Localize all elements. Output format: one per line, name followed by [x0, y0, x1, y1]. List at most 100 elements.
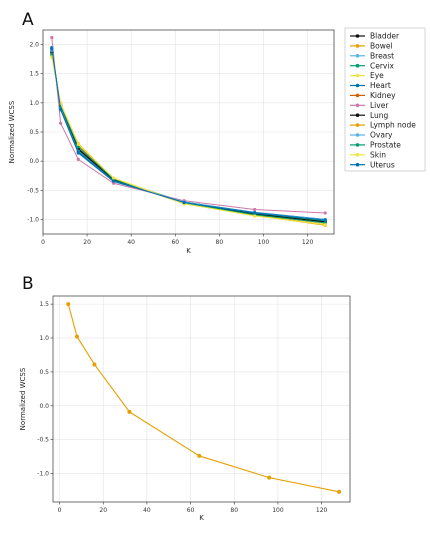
legend-label: Uterus	[370, 160, 395, 169]
a-x-tick-label: 80	[216, 239, 224, 246]
a-series-line-heart	[51, 47, 326, 220]
a-y-tick-label: -0.5	[27, 187, 39, 194]
a-data-point-uterus	[50, 47, 54, 51]
legend-label: Lymph node	[370, 121, 416, 130]
legend-swatch-marker	[355, 44, 360, 48]
legend-swatch-marker	[355, 123, 360, 127]
a-data-point-liver	[111, 181, 116, 185]
a-data-point-liver	[253, 207, 257, 212]
panel-b-plot-frame	[52, 295, 351, 503]
b-series-line-series	[67, 303, 340, 493]
a-series-line-bladder	[51, 50, 326, 223]
a-y-tick-label: 2.0	[29, 42, 39, 49]
panel-a-grid	[42, 30, 334, 234]
panel-b-x-ticks: 0 20 40 60 80 100 120	[58, 502, 328, 514]
legend-swatch-marker	[355, 93, 360, 98]
b-data-point-series	[66, 302, 71, 307]
legend-swatch-marker	[355, 63, 360, 68]
legend-label: Lung	[370, 111, 389, 120]
legend-item-kidney: Kidney	[350, 91, 396, 100]
a-x-tick-label: 20	[83, 239, 91, 246]
b-data-point-series	[267, 475, 272, 480]
a-x-tick-label: 120	[302, 239, 314, 246]
a-x-tick-label: 0	[41, 239, 45, 246]
legend-item-bladder: Bladder	[350, 32, 400, 41]
a-data-point-skin	[323, 223, 327, 227]
panel-b-line-chart: 0 20 40 60 80 100 120 -1.0 -0.5 0.0 0.5 1.0 1.5 K N…	[19, 295, 351, 522]
a-y-tick-label: 0.5	[29, 129, 39, 136]
legend-label: Bowel	[370, 42, 393, 51]
panel-a-letter: A	[22, 10, 34, 30]
legend-label: Eye	[370, 71, 384, 80]
a-y-tick-label: 1.5	[29, 71, 39, 78]
a-y-tick-label: 0.0	[29, 158, 39, 165]
legend-label: Skin	[370, 150, 386, 159]
a-x-tick-label: 100	[258, 239, 270, 246]
panel-b-letter: B	[22, 274, 34, 294]
a-series-line-ovary	[51, 50, 326, 220]
b-y-tick-label: 0.5	[39, 369, 49, 376]
a-data-point-uterus	[253, 211, 257, 215]
b-y-tick-label: 1.5	[39, 301, 49, 308]
a-data-point-uterus	[59, 107, 63, 111]
a-data-point-skin	[76, 142, 80, 146]
b-x-tick-label: 40	[143, 507, 151, 514]
a-x-tick-label: 40	[127, 239, 135, 246]
legend-swatch-marker	[355, 83, 360, 88]
a-series-line-lymph-node	[51, 54, 326, 226]
legend-item-liver: Liver	[350, 101, 389, 110]
b-y-tick-label: 0.0	[39, 403, 49, 410]
a-series-line-skin	[51, 56, 326, 226]
a-series-line-cervix	[51, 49, 326, 222]
panel-a-y-axis-label: Normalized WCSS	[8, 100, 16, 163]
a-data-point-prostate	[76, 144, 80, 149]
panel-b-y-axis-label: Normalized WCSS	[19, 367, 27, 430]
a-x-tick-label: 60	[171, 239, 179, 246]
b-data-point-series	[127, 409, 132, 414]
b-data-point-series	[337, 489, 342, 494]
legend-swatch-marker	[355, 143, 360, 147]
b-y-tick-label: 1.0	[39, 335, 49, 342]
legend-label: Bladder	[370, 32, 400, 41]
panel-a-series	[50, 35, 327, 227]
a-data-point-liver	[50, 35, 54, 40]
legend-label: Kidney	[370, 91, 396, 100]
a-data-point-skin	[253, 214, 257, 218]
a-data-point-uterus	[323, 218, 327, 222]
panel-b-y-ticks: -1.0 -0.5 0.0 0.5 1.0 1.5	[37, 301, 53, 478]
legend-item-lymph-node: Lymph node	[350, 121, 416, 130]
legend-swatch-marker	[355, 153, 360, 157]
b-x-tick-label: 80	[230, 507, 238, 514]
panel-a-legend: BladderBowelBreastCervixEyeHeartKidneyLi…	[344, 27, 426, 172]
legend-item-uterus: Uterus	[350, 160, 395, 169]
panel-a-x-ticks: 0 20 40 60 80 100 120	[41, 234, 313, 246]
a-y-tick-label: -1.0	[27, 216, 39, 223]
legend-item-ovary: Ovary	[350, 131, 393, 140]
b-x-tick-label: 60	[187, 507, 195, 514]
b-x-tick-label: 20	[99, 507, 107, 514]
a-data-point-uterus	[76, 150, 80, 154]
legend-item-eye: Eye	[350, 71, 384, 80]
b-data-point-series	[92, 362, 97, 367]
legend-label: Ovary	[370, 131, 393, 140]
a-y-tick-label: 1.0	[29, 100, 39, 107]
legend-label: Cervix	[370, 61, 394, 70]
legend-label: Liver	[370, 101, 389, 110]
legend-item-breast: Breast	[350, 51, 394, 60]
a-series-line-eye	[51, 57, 326, 225]
legend-swatch-marker	[355, 34, 360, 38]
a-series-line-prostate	[51, 54, 326, 224]
legend-item-heart: Heart	[350, 81, 391, 90]
panel-a-y-ticks: -1.0 -0.5 0.0 0.5 1.0 1.5 2.0	[27, 42, 43, 223]
legend-label: Prostate	[370, 141, 401, 150]
a-series-line-bowel	[51, 56, 326, 226]
panel-a-line-chart: 0 20 40 60 80 100 120 -1.0-0.50.00.51.01.52.0 …	[8, 27, 426, 255]
legend-label: Breast	[370, 51, 394, 60]
panel-a-legend-frame	[344, 27, 426, 172]
legend-label: Heart	[370, 81, 391, 90]
panel-a-x-axis-label: K	[186, 247, 191, 255]
b-y-tick-label: -0.5	[37, 437, 49, 444]
b-data-point-series	[197, 453, 202, 458]
legend-item-bowel: Bowel	[350, 42, 393, 51]
